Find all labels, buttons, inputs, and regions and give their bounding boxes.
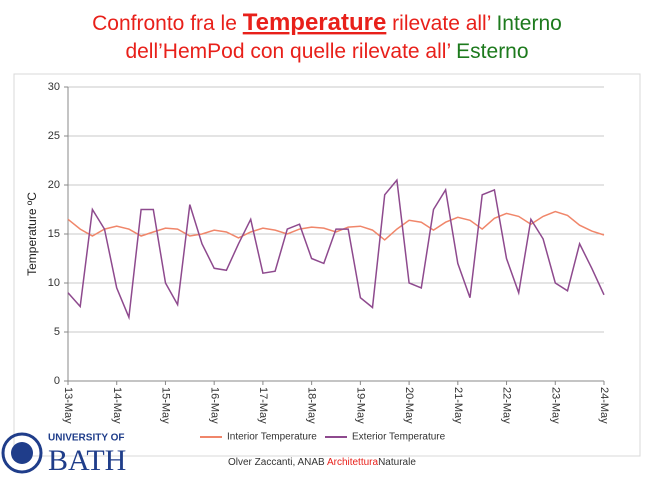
y-tick-label: 20 — [48, 179, 60, 191]
logo-line1: UNIVERSITY OF — [48, 433, 125, 444]
logo-emblem-inner — [11, 442, 33, 464]
chart-frame — [13, 73, 641, 457]
title-segment: rilevate all’ — [386, 12, 496, 35]
x-tick-label: 24-May — [598, 387, 610, 424]
x-tick-label: 13-May — [62, 387, 74, 424]
x-tick-label: 18-May — [306, 387, 318, 424]
series-line — [67, 178, 605, 321]
title-segment: Temperature — [243, 9, 387, 36]
x-tick-label: 22-May — [501, 387, 513, 424]
legend-label: Interior Temperature — [227, 432, 317, 443]
title-segment: dell’HemPod con quelle rilevate all’ — [125, 40, 456, 63]
x-tick-label: 19-May — [354, 387, 366, 424]
x-tick-label: 20-May — [403, 387, 415, 424]
series-line — [67, 210, 605, 241]
x-tick-label: 14-May — [111, 387, 123, 424]
x-tick-label: 21-May — [452, 387, 464, 424]
y-axis-label: Temperature ºC — [25, 192, 39, 276]
logo-emblem — [1, 432, 43, 474]
y-tick-label: 30 — [48, 81, 60, 93]
title-line: Confronto fra le Temperature rilevate al… — [92, 9, 562, 36]
footer: Olver Zaccanti, ANAB ArchitetturaNatural… — [228, 457, 416, 468]
title-segment: Esterno — [456, 40, 528, 63]
x-tick-label: 17-May — [257, 387, 269, 424]
legend-label: Exterior Temperature — [352, 432, 446, 443]
title-segment: Interno — [496, 12, 561, 35]
footer-segment: Architettura — [327, 457, 379, 468]
footer-segment: Naturale — [378, 457, 416, 468]
title-segment: Confronto fra le — [92, 12, 243, 35]
y-tick-label: 15 — [48, 228, 60, 240]
y-tick-label: 5 — [54, 326, 60, 338]
x-tick-label: 23-May — [549, 387, 561, 424]
x-tick-label: 16-May — [208, 387, 220, 424]
title-line: dell’HemPod con quelle rilevate all’ Est… — [125, 40, 528, 63]
footer-segment: Olver Zaccanti, ANAB — [228, 457, 327, 468]
y-tick-label: 25 — [48, 130, 60, 142]
x-tick-label: 15-May — [160, 387, 172, 424]
y-tick-label: 0 — [54, 375, 60, 387]
logo-line2: BATH — [48, 444, 126, 477]
y-tick-label: 10 — [48, 277, 60, 289]
